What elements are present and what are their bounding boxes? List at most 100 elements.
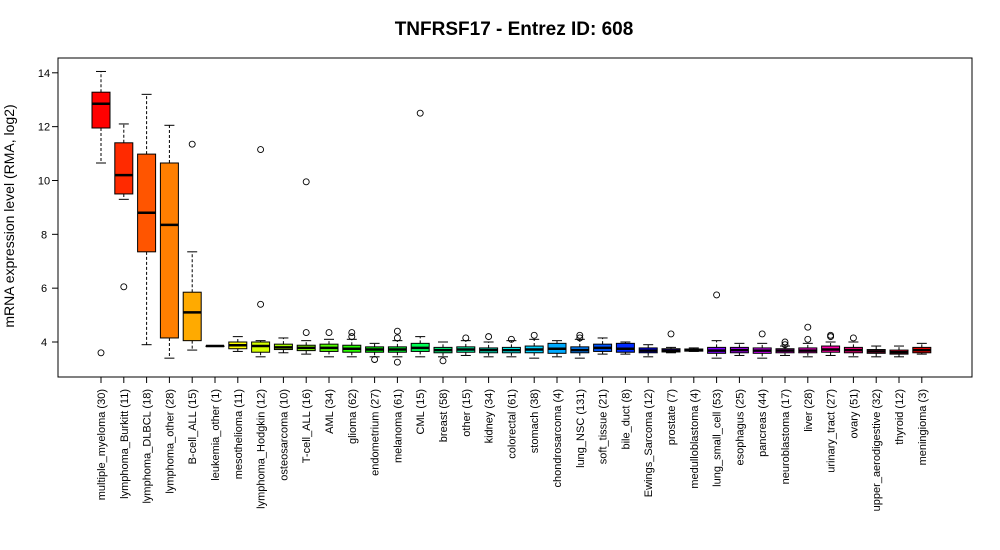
box-group (319, 329, 339, 358)
y-tick-label: 4 (41, 337, 47, 349)
x-tick-label: upper_aerodigestive (32) (871, 389, 883, 511)
box-group (524, 331, 544, 359)
box-group (410, 109, 430, 358)
box-group (661, 330, 681, 354)
x-tick-label: osteosarcoma (10) (278, 389, 290, 481)
box (91, 91, 111, 129)
y-axis: 4 6 8 10 12 14 (38, 68, 59, 349)
box-group (205, 344, 225, 348)
box (137, 153, 157, 253)
outlier-point (416, 109, 424, 117)
x-axis: multiple_myeloma (30) lymphoma_Burkitt (1… (96, 376, 929, 511)
box-group (501, 335, 521, 358)
box-group (296, 178, 316, 355)
x-tick-label: neuroblastoma (17) (780, 389, 792, 484)
outlier-point (462, 334, 470, 342)
box-group (889, 345, 909, 358)
outlier-point (849, 334, 857, 342)
outlier-point (188, 140, 196, 148)
x-tick-label: melanoma (61) (392, 389, 404, 463)
x-tick-label: Ewings_Sarcoma (12) (643, 389, 655, 497)
outlier-point (827, 333, 835, 341)
box-group (752, 330, 772, 359)
x-tick-label: urinary_tract (27) (826, 389, 838, 473)
box-group (228, 336, 248, 352)
x-tick-label: bile_duct (8) (620, 389, 632, 450)
box-group (843, 334, 863, 358)
outlier-point (325, 329, 333, 337)
box-group (821, 331, 841, 356)
box-group (479, 333, 499, 358)
x-tick-label: AML (34) (324, 389, 336, 434)
x-tick-label: ovary (51) (848, 389, 860, 439)
x-tick-label: lymphoma_Hodgkin (12) (256, 389, 268, 509)
x-tick-label: soft_tissue (21) (598, 389, 610, 464)
box-group (91, 70, 111, 357)
x-tick-label: glioma (62) (347, 389, 359, 444)
outlier-point (348, 333, 356, 341)
box-group (684, 347, 704, 352)
box-group (365, 342, 385, 363)
outlier-point (576, 331, 584, 339)
outlier-point (120, 283, 128, 291)
outlier-point (257, 146, 265, 153)
outlier-point (393, 334, 401, 342)
box (159, 162, 179, 339)
x-tick-label: T-cell_ALL (16) (301, 389, 313, 463)
x-tick-label: stomach (38) (529, 389, 541, 453)
x-tick-label: endometrium (27) (370, 389, 382, 476)
outlier-point (393, 327, 401, 335)
y-tick-label: 6 (41, 283, 47, 295)
box-group (729, 342, 749, 356)
x-tick-label: lung_small_cell (53) (712, 389, 724, 487)
x-tick-label: mesothelioma (11) (233, 389, 245, 479)
x-tick-label: thyroid (12) (894, 389, 906, 445)
box-group (114, 123, 134, 291)
outlier-point (485, 333, 493, 341)
outlier-point (302, 178, 310, 186)
outlier-point (758, 330, 766, 338)
x-tick-label: leukemia_other (1) (210, 389, 222, 481)
outlier-point (804, 335, 812, 343)
outlier-point (507, 335, 515, 343)
x-tick-label: B-cell_ALL (15) (187, 389, 199, 464)
x-tick-label: lymphoma_DLBCL (18) (142, 389, 154, 504)
x-tick-label: lymphoma_Burkitt (11) (119, 389, 131, 499)
y-axis-label: mRNA expression level (RMA, log2) (1, 104, 17, 327)
box-group (593, 337, 613, 355)
box-group (570, 331, 590, 359)
x-tick-label: prostate (7) (666, 389, 678, 445)
box-group (775, 338, 795, 356)
outlier-point (439, 357, 447, 365)
box-group (707, 291, 727, 359)
outlier-point (713, 291, 721, 299)
x-tick-label: multiple_myeloma (30) (96, 389, 108, 500)
outlier-point (667, 330, 675, 338)
x-tick-label: medulloblastoma (4) (689, 389, 701, 489)
outlier-point (804, 323, 812, 331)
x-tick-label: kidney (34) (484, 389, 496, 443)
box-group (387, 327, 407, 366)
x-tick-label: breast (58) (438, 389, 450, 442)
boxes (91, 70, 932, 366)
box-group (547, 340, 567, 358)
box-group (615, 341, 635, 355)
x-tick-label: liver (28) (803, 389, 815, 432)
outlier-point (393, 358, 401, 366)
y-tick-label: 14 (38, 68, 50, 80)
box (182, 291, 202, 342)
y-tick-label: 12 (38, 122, 50, 134)
y-tick-label: 10 (38, 175, 50, 187)
x-tick-label: esophagus (25) (734, 389, 746, 465)
outlier-point (576, 334, 584, 342)
box-group (866, 345, 886, 358)
outlier-point (302, 329, 310, 337)
box (114, 142, 134, 195)
x-tick-label: colorectal (61) (506, 389, 518, 459)
chart-title: TNFRSF17 - Entrez ID: 608 (395, 19, 634, 40)
box-group (273, 337, 293, 354)
x-tick-label: other (15) (461, 389, 473, 437)
box-group (912, 342, 932, 355)
x-tick-label: CML (15) (415, 389, 427, 434)
